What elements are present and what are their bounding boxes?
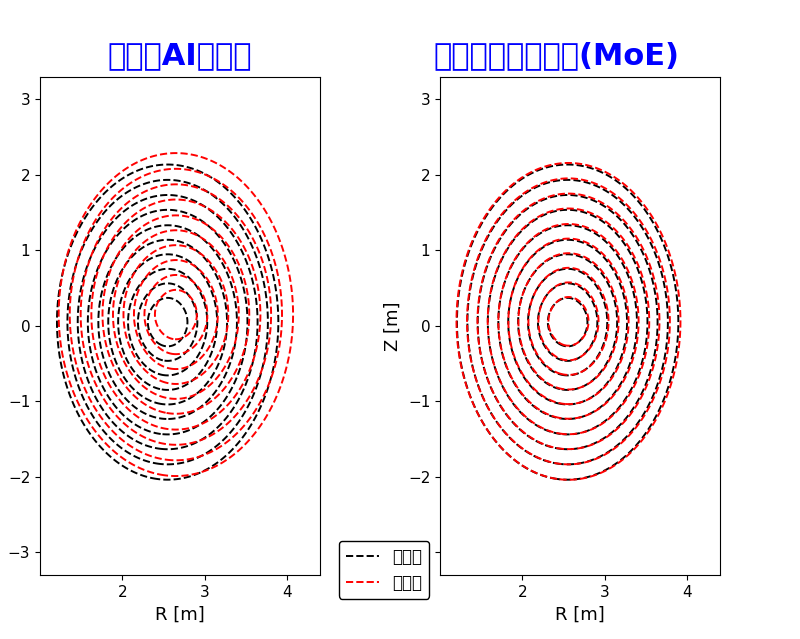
Text: 混合専門家モデル(MoE): 混合専門家モデル(MoE) [433,42,679,70]
Text: 単一のAIモデル: 単一のAIモデル [108,42,252,70]
X-axis label: R [m]: R [m] [155,605,205,624]
Y-axis label: Z [m]: Z [m] [384,301,402,351]
Legend: 正解値, 予測値: 正解値, 予測値 [339,541,429,599]
X-axis label: R [m]: R [m] [555,605,605,624]
Y-axis label: Z [m]: Z [m] [0,301,2,351]
